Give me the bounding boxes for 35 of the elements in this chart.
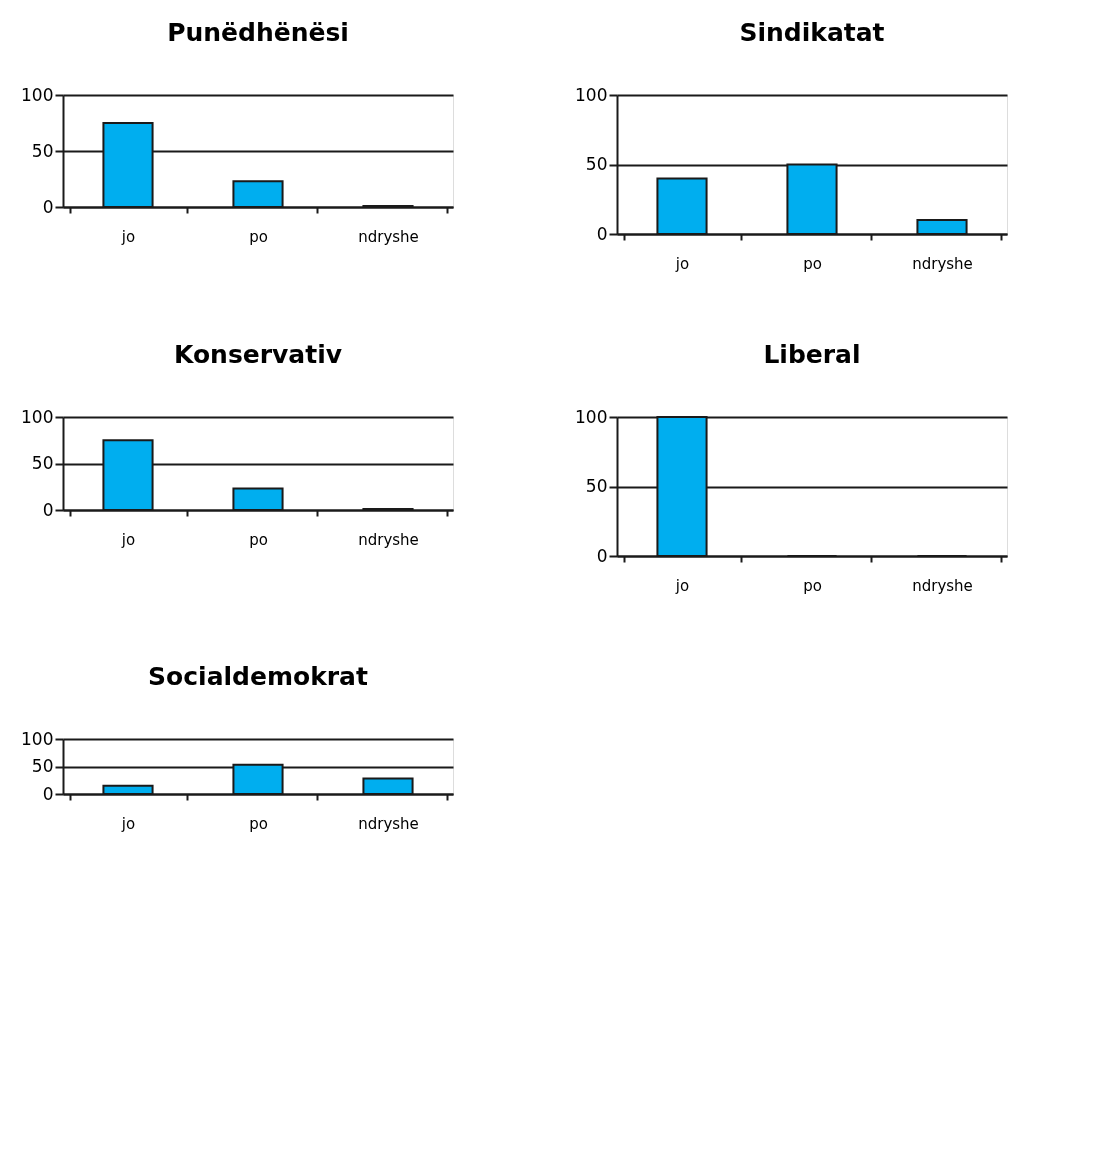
x-tick-label: ndryshe xyxy=(358,227,419,246)
x-tick-label: jo xyxy=(674,254,690,273)
y-tick-label: 50 xyxy=(585,154,608,174)
y-tick-label: 0 xyxy=(42,783,54,804)
y-tick-label: 50 xyxy=(585,476,608,496)
chart-title: Punëdhënësi xyxy=(167,18,349,47)
y-tick-label: 100 xyxy=(21,728,54,749)
x-tick-label: po xyxy=(803,576,822,595)
x-tick-label: jo xyxy=(674,576,690,595)
y-tick-label: 50 xyxy=(31,756,54,776)
chart-title: Sindikatat xyxy=(739,18,885,47)
x-tick-label: jo xyxy=(120,227,136,246)
y-tick-label: 50 xyxy=(31,140,54,161)
y-tick-label: 100 xyxy=(21,84,54,105)
x-tick-label: ndryshe xyxy=(358,530,419,549)
y-tick-label: 100 xyxy=(575,406,608,427)
x-tick-label: jo xyxy=(120,530,136,549)
y-tick-label: 100 xyxy=(575,84,608,105)
x-tick-label: ndryshe xyxy=(912,254,973,273)
x-tick-label: po xyxy=(249,530,268,549)
y-tick-label: 0 xyxy=(42,196,54,217)
x-tick-label: ndryshe xyxy=(358,814,419,833)
chart-title: Socialdemokrat xyxy=(148,662,368,691)
y-tick-label: 0 xyxy=(596,545,608,566)
y-tick-label: 0 xyxy=(596,223,608,244)
x-tick-label: jo xyxy=(120,814,136,833)
chart-title: Liberal xyxy=(763,340,861,369)
chart-title: Konservativ xyxy=(173,340,343,369)
y-tick-label: 100 xyxy=(21,406,54,427)
x-tick-label: po xyxy=(803,254,822,273)
x-tick-label: po xyxy=(249,814,268,833)
x-tick-label: ndryshe xyxy=(912,576,973,595)
x-tick-label: po xyxy=(249,227,268,246)
y-tick-label: 50 xyxy=(31,453,54,473)
y-tick-label: 0 xyxy=(42,499,54,520)
